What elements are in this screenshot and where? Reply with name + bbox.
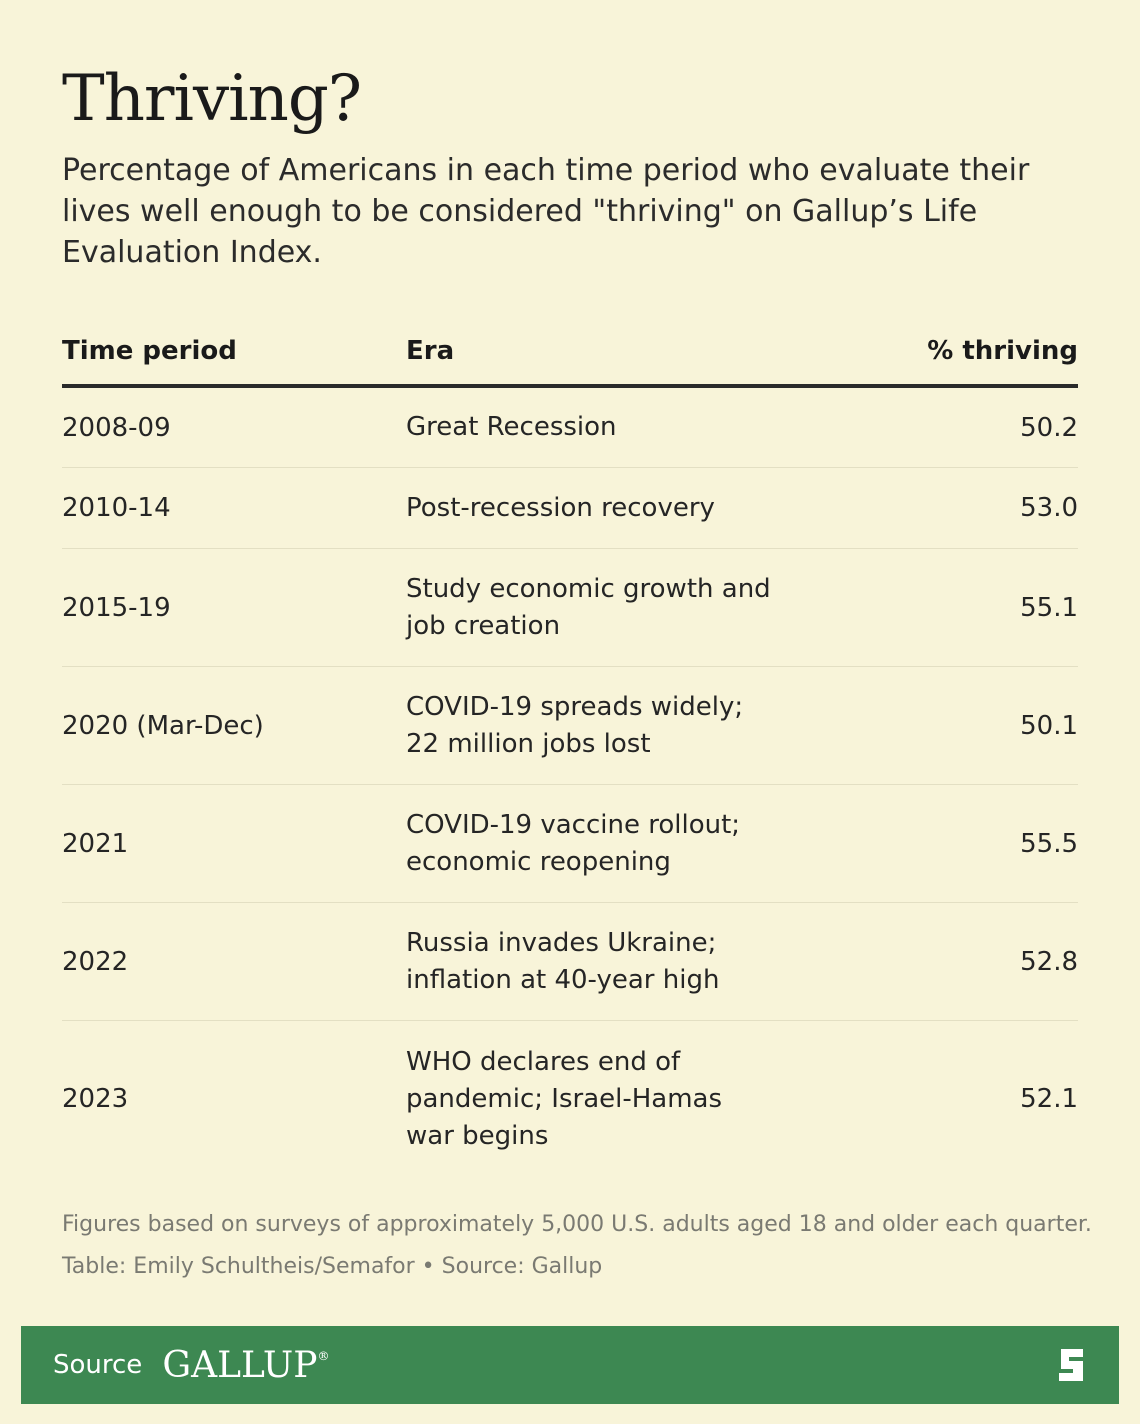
table-row: 2023 WHO declares end of pandemic; Israe… xyxy=(62,1021,1078,1177)
source-footer-bar: Source GALLUP® xyxy=(21,1326,1119,1404)
footnote: Figures based on surveys of approximatel… xyxy=(62,1212,1092,1237)
cell-era-line: economic reopening xyxy=(406,846,671,877)
cell-era-line: Post-recession recovery xyxy=(406,492,715,523)
cell-era-line: COVID-19 spreads widely; xyxy=(406,691,744,722)
cell-era: COVID-19 spreads widely; 22 million jobs… xyxy=(406,689,826,763)
cell-value: 53.0 xyxy=(1020,493,1078,523)
cell-era: COVID-19 vaccine rollout; economic reope… xyxy=(406,807,826,881)
semafor-s-logo-icon xyxy=(1059,1349,1083,1381)
registered-mark: ® xyxy=(317,1348,330,1363)
cell-value: 52.1 xyxy=(1020,1084,1078,1114)
header-time-period: Time period xyxy=(62,336,237,366)
table-row: 2008-09 Great Recession 50.2 xyxy=(62,388,1078,468)
cell-era-line: 22 million jobs lost xyxy=(406,728,651,759)
thriving-table: Time period Era % thriving 2008-09 Great… xyxy=(62,318,1078,1177)
cell-era-line: job creation xyxy=(406,610,561,641)
cell-era: Russia invades Ukraine; inflation at 40-… xyxy=(406,925,826,999)
cell-era: Study economic growth and job creation xyxy=(406,571,826,645)
cell-era-line: war begins xyxy=(406,1120,549,1151)
table-row: 2020 (Mar-Dec) COVID-19 spreads widely; … xyxy=(62,667,1078,785)
cell-era: WHO declares end of pandemic; Israel-Ham… xyxy=(406,1044,826,1155)
cell-era-line: COVID-19 vaccine rollout; xyxy=(406,809,741,840)
table-row: 2021 COVID-19 vaccine rollout; economic … xyxy=(62,785,1078,903)
cell-value: 52.8 xyxy=(1020,946,1078,977)
source-label: Source xyxy=(53,1350,143,1380)
cell-value: 50.2 xyxy=(1020,412,1078,443)
header-percent-thriving: % thriving xyxy=(927,336,1078,366)
cell-era-line: inflation at 40-year high xyxy=(406,964,720,995)
cell-period: 2023 xyxy=(62,1084,129,1114)
page-subtitle: Percentage of Americans in each time per… xyxy=(62,153,1030,270)
cell-period: 2020 (Mar-Dec) xyxy=(62,710,264,741)
cell-era: Post-recession recovery xyxy=(406,490,826,527)
cell-period: 2015-19 xyxy=(62,592,171,623)
cell-period: 2008-09 xyxy=(62,412,171,443)
cell-era-line: WHO declares end of xyxy=(406,1046,681,1077)
header-era: Era xyxy=(406,336,455,366)
cell-era: Great Recession xyxy=(406,409,826,446)
cell-period: 2010-14 xyxy=(62,493,171,523)
cell-era-line: Study economic growth and xyxy=(406,573,771,604)
table-row: 2022 Russia invades Ukraine; inflation a… xyxy=(62,903,1078,1021)
gallup-logo: GALLUP® xyxy=(162,1345,329,1386)
cell-era-line: Russia invades Ukraine; xyxy=(406,927,717,958)
cell-era-line: Great Recession xyxy=(406,412,617,442)
cell-period: 2021 xyxy=(62,828,129,859)
cell-period: 2022 xyxy=(62,946,129,977)
table-row: 2015-19 Study economic growth and job cr… xyxy=(62,549,1078,667)
cell-value: 50.1 xyxy=(1020,710,1078,741)
credit-line: Table: Emily Schultheis/Semafor • Source… xyxy=(62,1254,603,1279)
table-header: Time period Era % thriving xyxy=(62,318,1078,388)
cell-value: 55.1 xyxy=(1020,592,1078,623)
table-row: 2010-14 Post-recession recovery 53.0 xyxy=(62,468,1078,549)
cell-value: 55.5 xyxy=(1020,828,1078,859)
page-title: Thriving? xyxy=(62,62,362,136)
cell-era-line: pandemic; Israel-Hamas xyxy=(406,1083,723,1114)
gallup-wordmark: GALLUP xyxy=(162,1344,318,1386)
